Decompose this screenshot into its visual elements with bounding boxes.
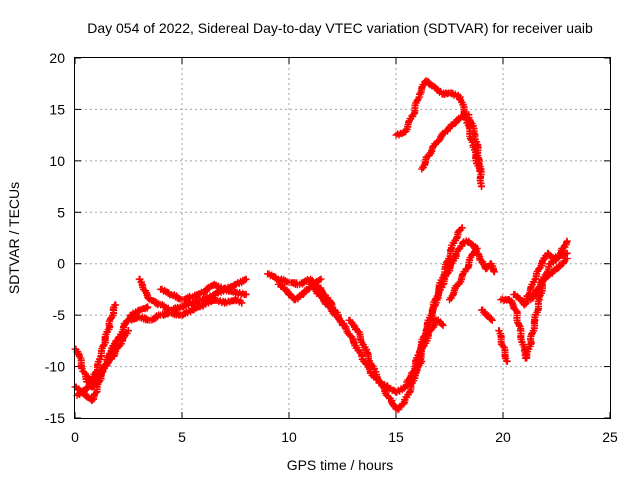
x-tick-label: 10 <box>281 429 297 445</box>
y-tick-label: 0 <box>57 256 65 272</box>
series-arc16 <box>446 244 481 304</box>
series-arc17 <box>478 306 496 324</box>
series-arc7 <box>157 280 250 304</box>
y-tick-label: 5 <box>57 204 65 220</box>
x-tick-label: 5 <box>178 429 186 445</box>
data-trace <box>83 327 132 386</box>
data-trace <box>126 296 246 324</box>
x-tick-label: 15 <box>388 429 404 445</box>
data-trace <box>447 245 480 302</box>
data-trace <box>414 237 498 364</box>
y-tick-label: -10 <box>45 359 65 375</box>
plot-frame <box>74 57 611 419</box>
x-axis-label: GPS time / hours <box>287 457 394 473</box>
x-tick-label: 20 <box>495 429 511 445</box>
series-arc8 <box>264 270 347 329</box>
data-trace <box>528 255 570 302</box>
series-arc21 <box>527 255 571 304</box>
data-trace <box>479 306 495 324</box>
data-points <box>71 77 571 414</box>
y-tick-label: -15 <box>45 410 65 426</box>
y-tick-label: 10 <box>49 153 65 169</box>
y-axis-label: SDTVAR / TECUs <box>6 182 22 294</box>
data-trace <box>511 249 570 309</box>
gridlines <box>75 58 610 418</box>
data-trace <box>495 327 510 365</box>
series-arc3 <box>73 301 120 399</box>
x-tick-label: 25 <box>602 429 618 445</box>
y-tick-label: 15 <box>49 101 65 117</box>
x-tick-label: 0 <box>71 429 79 445</box>
series-arc20 <box>510 249 571 309</box>
series-arc10 <box>306 280 426 396</box>
series-arc18 <box>495 327 511 365</box>
data-trace <box>265 270 347 328</box>
data-trace <box>419 110 485 190</box>
series-arc13 <box>418 110 486 191</box>
chart-title: Day 054 of 2022, Sidereal Day-to-day VTE… <box>87 20 593 36</box>
y-tick-label: 20 <box>49 50 65 66</box>
series-arc4 <box>82 327 132 386</box>
series-arc6 <box>125 296 246 324</box>
y-tick-label: -5 <box>53 307 66 323</box>
data-trace <box>136 275 249 314</box>
data-trace <box>158 281 250 304</box>
